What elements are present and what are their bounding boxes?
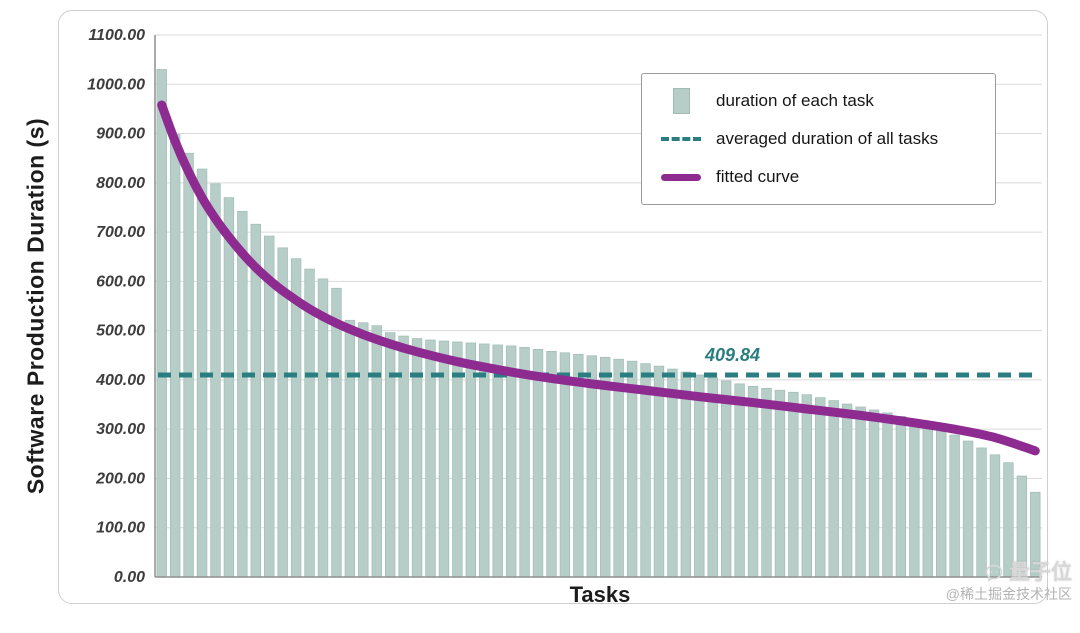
x-axis-title: Tasks bbox=[569, 582, 631, 607]
bar bbox=[680, 371, 692, 578]
bar bbox=[505, 345, 517, 578]
bar bbox=[667, 368, 678, 578]
watermark-community-text: @稀土掘金技术社区 bbox=[945, 586, 1072, 603]
bar bbox=[465, 342, 477, 578]
legend-label: fitted curve bbox=[716, 167, 800, 186]
bar bbox=[398, 335, 409, 578]
bar bbox=[317, 278, 329, 578]
bar bbox=[519, 347, 530, 578]
bar bbox=[237, 211, 248, 578]
bar bbox=[815, 397, 826, 578]
y-tick-label: 0.00 bbox=[114, 569, 145, 586]
legend-item-fitted-curve: fitted curve bbox=[658, 163, 979, 191]
bar bbox=[371, 325, 382, 578]
bar bbox=[183, 152, 194, 578]
average-value-label: 409.84 bbox=[705, 345, 761, 365]
y-tick-label: 400.00 bbox=[95, 372, 145, 389]
legend-curve-swatch-icon bbox=[658, 173, 704, 181]
bar bbox=[559, 352, 571, 578]
y-tick-label: 1100.00 bbox=[88, 27, 145, 44]
bar bbox=[895, 416, 907, 578]
chat-bubble-icon bbox=[985, 564, 1003, 582]
y-tick-label: 100.00 bbox=[96, 520, 145, 537]
y-tick-label: 700.00 bbox=[96, 224, 145, 241]
watermark: 量子位 @稀土掘金技术社区 bbox=[946, 560, 1072, 604]
bar bbox=[385, 332, 396, 578]
bar bbox=[492, 344, 503, 578]
bar bbox=[936, 429, 947, 578]
bar bbox=[882, 412, 893, 578]
y-tick-label: 800.00 bbox=[96, 175, 145, 192]
bar bbox=[922, 424, 933, 578]
legend-label: duration of each task bbox=[716, 91, 874, 110]
bar bbox=[774, 389, 786, 578]
y-tick-label: 200.00 bbox=[95, 470, 145, 487]
bar bbox=[479, 343, 490, 578]
bar bbox=[250, 223, 261, 578]
bar bbox=[169, 134, 181, 578]
bar bbox=[761, 387, 772, 578]
bar bbox=[747, 385, 759, 578]
legend-label: averaged duration of all tasks bbox=[716, 129, 939, 148]
bar bbox=[734, 383, 745, 578]
bar bbox=[962, 440, 974, 578]
legend-item-average: averaged duration of all tasks bbox=[658, 125, 979, 153]
bar bbox=[841, 403, 853, 578]
bar bbox=[720, 380, 732, 578]
bar bbox=[949, 434, 960, 578]
bar bbox=[331, 287, 342, 578]
bar bbox=[532, 349, 544, 578]
bar bbox=[989, 454, 1001, 578]
watermark-brand: 量子位 bbox=[946, 560, 1072, 586]
y-tick-label: 600.00 bbox=[96, 273, 145, 290]
legend-bar-swatch-icon bbox=[658, 88, 704, 114]
bar bbox=[156, 69, 167, 578]
bar bbox=[358, 322, 369, 578]
y-tick-label: 1000.00 bbox=[87, 76, 145, 93]
bar bbox=[694, 374, 705, 578]
bar bbox=[976, 447, 987, 578]
legend: duration of each task averaged duration … bbox=[641, 73, 996, 205]
bar bbox=[855, 406, 866, 578]
y-tick-label: 900.00 bbox=[96, 126, 145, 143]
y-tick-label: 500.00 bbox=[96, 323, 145, 340]
bar bbox=[640, 363, 651, 578]
bar bbox=[586, 355, 597, 578]
bar bbox=[223, 197, 235, 578]
bar bbox=[653, 365, 665, 578]
bar bbox=[909, 419, 920, 578]
bar bbox=[707, 377, 718, 578]
legend-item-duration: duration of each task bbox=[658, 87, 979, 115]
y-tick-label: 300.00 bbox=[96, 421, 145, 438]
bar bbox=[210, 183, 221, 578]
legend-dashed-line-swatch-icon bbox=[658, 137, 704, 141]
bar bbox=[828, 400, 839, 578]
bar bbox=[344, 319, 356, 578]
watermark-brand-text: 量子位 bbox=[1009, 561, 1072, 584]
fitted-curve bbox=[157, 100, 1040, 456]
bar bbox=[801, 394, 812, 578]
bar bbox=[573, 353, 584, 578]
y-axis-title: Software Production Duration (s) bbox=[22, 117, 49, 495]
bar bbox=[788, 391, 799, 578]
bar bbox=[546, 350, 557, 578]
bar bbox=[868, 409, 880, 578]
